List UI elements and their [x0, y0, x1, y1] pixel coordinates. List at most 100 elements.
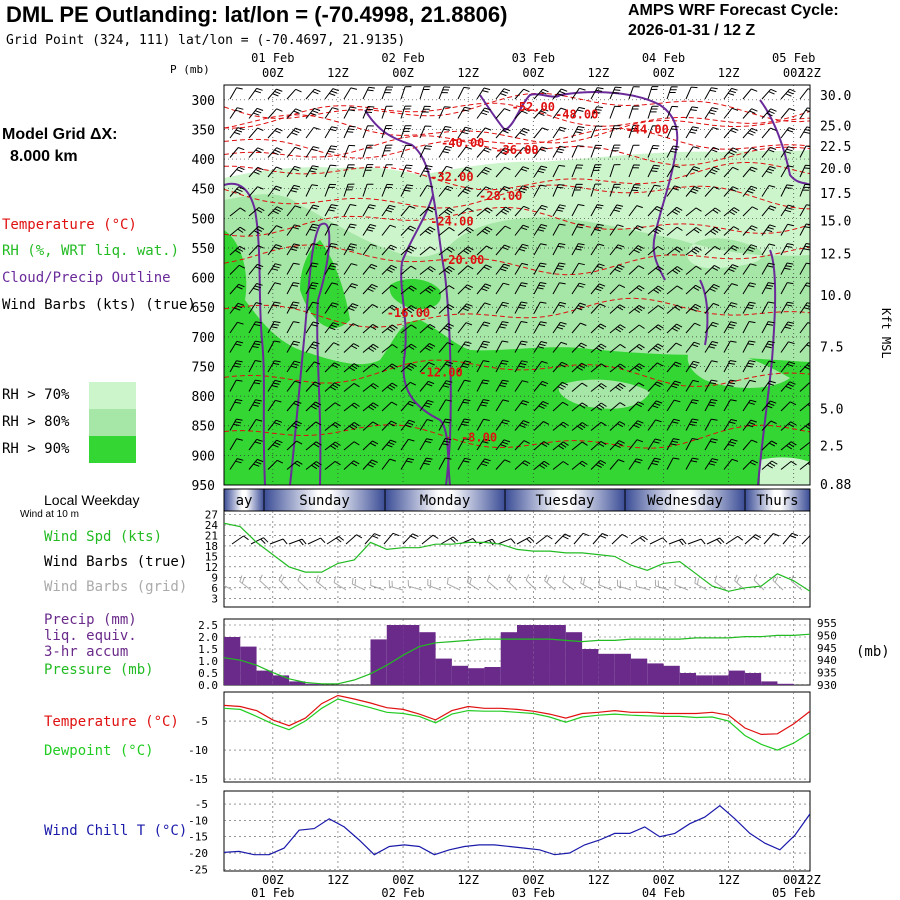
time-date-label-top: 05 Feb — [772, 51, 815, 65]
kft-tick-label: 30.0 — [820, 89, 851, 104]
time-hour-label-top: 00Z — [522, 66, 544, 80]
xs-wind-barb — [400, 105, 412, 119]
xs-wind-barb — [381, 344, 398, 353]
time-date-label-top: 03 Feb — [512, 51, 555, 65]
xs-wind-barb — [286, 321, 300, 334]
xs-wind-barb — [666, 457, 680, 470]
xs-wind-barb — [267, 185, 282, 197]
xs-wind-barb — [476, 438, 491, 451]
xs-wind-barb — [761, 301, 775, 314]
xs-wind-barb — [381, 284, 398, 295]
xs-wind-barb — [723, 127, 739, 139]
cloud-outline — [757, 249, 777, 485]
xs-wind-barb — [799, 145, 810, 158]
xs-wind-barb — [723, 107, 739, 119]
xs-wind-barb — [647, 86, 659, 100]
wind-barb-true — [250, 537, 269, 545]
kft-tick-label: 7.5 — [820, 340, 843, 355]
xs-wind-barb — [609, 164, 621, 178]
precip-bar — [403, 625, 420, 685]
time-date-label-top: 02 Feb — [381, 51, 424, 65]
xs-wind-barb — [381, 264, 398, 275]
xs-wind-barb — [571, 460, 588, 470]
wind-barb-true — [725, 535, 744, 545]
xs-wind-barb — [514, 243, 529, 256]
pressure-tick-label: 650 — [192, 301, 215, 316]
xs-wind-barb — [628, 343, 645, 353]
precip-bar — [272, 675, 290, 685]
xs-wind-barb — [457, 418, 471, 431]
xs-wind-barb — [647, 324, 664, 334]
wind-barb-grid — [562, 575, 575, 591]
xs-wind-barb — [248, 321, 262, 334]
cloud-outline — [479, 91, 679, 281]
xs-wind-barb — [476, 321, 491, 334]
weekday-cell — [264, 489, 385, 511]
xs-wind-barb — [780, 88, 796, 100]
xs-wind-barb — [343, 183, 355, 197]
xs-wind-barb — [419, 266, 436, 275]
xs-wind-barb — [362, 343, 379, 353]
xs-wind-barb — [780, 243, 794, 256]
wind-barb-true — [763, 533, 780, 545]
temperature-contour-label: -52.00 — [512, 100, 555, 114]
legend-rh70-label: RH > 70% — [2, 387, 70, 403]
time-hour-label-top: 12Z — [588, 66, 610, 80]
xs-wind-barb — [514, 400, 529, 412]
xs-wind-barb — [590, 323, 607, 334]
xs-wind-barb — [229, 107, 244, 119]
precip-tick-label: 2.5 — [198, 619, 218, 632]
legend-wind-barbs: Wind Barbs (kts) (true) — [2, 297, 196, 313]
pressure-tick-label: 900 — [192, 449, 215, 464]
xs-wind-barb — [438, 126, 452, 139]
xs-wind-barb — [419, 285, 436, 295]
precip-tick-label: 0.5 — [198, 667, 218, 680]
xs-wind-barb — [362, 283, 378, 295]
weekday-label: Monday — [420, 493, 471, 509]
xs-wind-barb — [799, 362, 810, 373]
xs-wind-barb — [400, 86, 412, 100]
xs-wind-barb — [742, 340, 756, 353]
xs-wind-barb — [343, 382, 360, 392]
xs-wind-barb — [761, 420, 777, 431]
temp-panel-frame — [223, 691, 811, 783]
xs-wind-barb — [533, 88, 549, 100]
xs-wind-barb — [381, 439, 397, 451]
xs-wind-barb — [381, 86, 394, 100]
wind-barb-true — [364, 533, 381, 545]
xs-wind-barb — [533, 127, 549, 139]
xs-wind-barb — [495, 459, 511, 470]
wind-barb-grid — [224, 584, 233, 591]
xs-wind-barb — [742, 127, 758, 139]
xs-wind-barb — [267, 379, 282, 392]
time-hour-label-bottom: 00Z — [783, 873, 805, 887]
xs-wind-barb — [476, 418, 490, 431]
xs-wind-barb — [742, 419, 757, 431]
wind-speed-tick-label: 24 — [205, 519, 219, 532]
xs-wind-barb — [362, 383, 379, 392]
xs-wind-barb — [590, 383, 607, 392]
pressure-label: Pressure (mb) — [44, 662, 154, 678]
xs-wind-barb — [476, 340, 490, 353]
page-title: DML PE Outlanding: lat/lon = (-70.4998, … — [6, 2, 508, 27]
xs-wind-barb — [457, 207, 474, 217]
xs-wind-barb — [343, 164, 355, 178]
weekday-label: Sunday — [299, 493, 350, 509]
wind-barb-true — [516, 536, 535, 545]
xs-wind-barb — [419, 165, 433, 178]
xs-wind-barb — [248, 226, 265, 236]
xs-wind-barb — [305, 461, 322, 470]
xs-wind-barb — [571, 382, 588, 392]
xs-wind-barb — [571, 183, 583, 197]
wind-barb-grid — [544, 574, 556, 591]
xs-wind-barb — [666, 165, 681, 178]
xs-wind-barb — [704, 146, 720, 158]
xs-wind-barb — [419, 399, 434, 412]
precip-tick-label: 1.5 — [198, 643, 218, 656]
xs-wind-barb — [685, 86, 698, 100]
xs-wind-barb — [343, 441, 360, 451]
cloud-outline — [759, 99, 810, 186]
xs-wind-barb — [628, 363, 645, 373]
xs-wind-barb — [666, 438, 680, 451]
